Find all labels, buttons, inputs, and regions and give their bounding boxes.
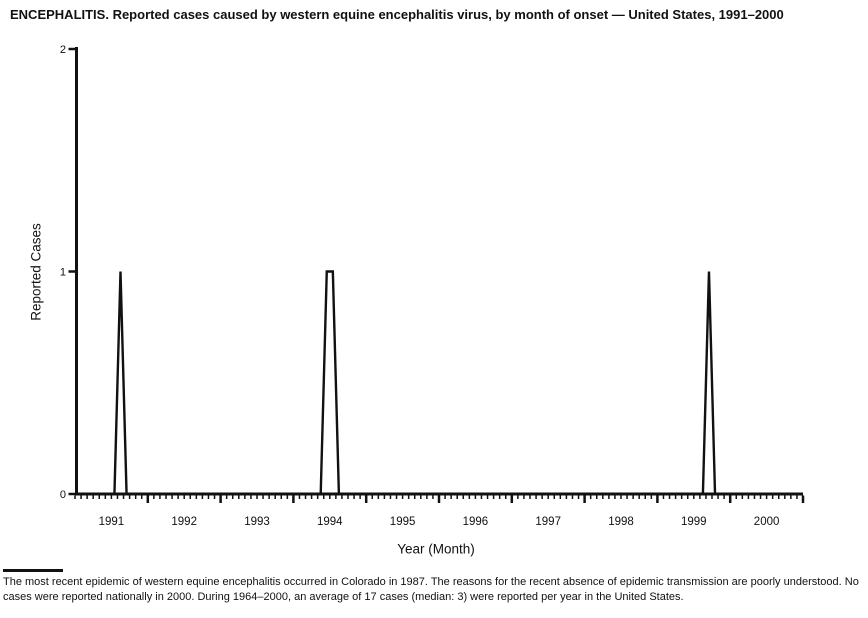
year-label: 1991	[99, 516, 125, 528]
year-label: 1992	[171, 516, 197, 528]
year-label: 1997	[535, 516, 561, 528]
year-label: 1999	[681, 516, 707, 528]
year-label: 1998	[608, 516, 634, 528]
footnote-divider	[3, 569, 63, 572]
y-tick-label: 2	[60, 44, 66, 56]
y-tick-label: 1	[60, 267, 66, 279]
year-label: 1995	[390, 516, 416, 528]
chart-title: ENCEPHALITIS. Reported cases caused by w…	[10, 7, 784, 22]
y-tick-label: 0	[60, 489, 66, 501]
case-line	[75, 270, 803, 496]
footnote-text: The most recent epidemic of western equi…	[3, 576, 859, 603]
year-label: 2000	[754, 516, 780, 528]
y-axis-label: Reported Cases	[28, 223, 44, 321]
x-axis-label: Year (Month)	[397, 541, 475, 557]
year-label: 1996	[463, 516, 489, 528]
year-label: 1993	[244, 516, 270, 528]
year-label: 1994	[317, 516, 343, 528]
